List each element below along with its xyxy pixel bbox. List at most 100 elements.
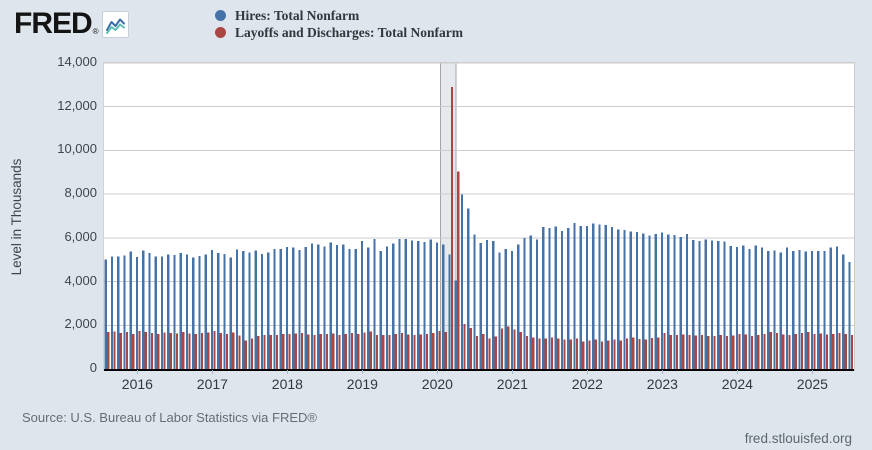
hires-bar[interactable] bbox=[660, 232, 664, 369]
layoffs-bar[interactable] bbox=[694, 335, 697, 369]
layoffs-bar[interactable] bbox=[194, 333, 197, 369]
hires-bar[interactable] bbox=[498, 252, 501, 369]
hires-bar[interactable] bbox=[198, 255, 201, 369]
layoffs-bar[interactable] bbox=[519, 331, 522, 369]
layoffs-bar[interactable] bbox=[719, 335, 722, 369]
layoffs-bar[interactable] bbox=[150, 333, 154, 369]
layoffs-bar[interactable] bbox=[282, 334, 285, 369]
layoffs-bar[interactable] bbox=[557, 338, 560, 369]
layoffs-bar[interactable] bbox=[213, 331, 216, 369]
hires-bar[interactable] bbox=[579, 226, 582, 369]
layoffs-bar[interactable] bbox=[438, 330, 441, 369]
hires-bar[interactable] bbox=[454, 280, 457, 369]
layoffs-bar[interactable] bbox=[269, 334, 272, 369]
layoffs-bar[interactable] bbox=[500, 328, 504, 369]
hires-bar[interactable] bbox=[698, 241, 701, 369]
layoffs-bar[interactable] bbox=[532, 337, 535, 369]
layoffs-bar[interactable] bbox=[475, 336, 479, 369]
hires-bar[interactable] bbox=[479, 243, 482, 369]
layoffs-bar[interactable] bbox=[369, 331, 372, 369]
layoffs-bar[interactable] bbox=[157, 334, 160, 369]
layoffs-bar[interactable] bbox=[188, 333, 191, 369]
layoffs-bar[interactable] bbox=[632, 337, 635, 369]
hires-bar[interactable] bbox=[298, 250, 301, 369]
layoffs-bar[interactable] bbox=[219, 332, 222, 369]
hires-bar[interactable] bbox=[573, 222, 576, 369]
layoffs-bar[interactable] bbox=[350, 332, 354, 369]
fred-site-link[interactable]: fred.stlouisfed.org bbox=[744, 431, 852, 446]
layoffs-bar[interactable] bbox=[263, 335, 266, 369]
layoffs-bar[interactable] bbox=[744, 334, 747, 369]
layoffs-bar[interactable] bbox=[525, 336, 529, 369]
hires-bar[interactable] bbox=[748, 248, 751, 369]
hires-bar[interactable] bbox=[160, 256, 164, 369]
hires-bar[interactable] bbox=[367, 247, 370, 369]
hires-bar[interactable] bbox=[304, 247, 307, 369]
layoffs-bar[interactable] bbox=[288, 334, 291, 369]
layoffs-bar[interactable] bbox=[113, 331, 116, 369]
layoffs-bar[interactable] bbox=[338, 334, 341, 369]
layoffs-bar[interactable] bbox=[457, 171, 460, 369]
hires-bar[interactable] bbox=[323, 246, 326, 369]
layoffs-bar[interactable] bbox=[600, 341, 604, 369]
hires-bar[interactable] bbox=[354, 249, 357, 369]
layoffs-bar[interactable] bbox=[250, 338, 254, 369]
layoffs-bar[interactable] bbox=[819, 333, 822, 369]
layoffs-bar[interactable] bbox=[407, 334, 410, 369]
layoffs-bar[interactable] bbox=[738, 334, 741, 369]
hires-bar[interactable] bbox=[667, 234, 670, 369]
layoffs-bar[interactable] bbox=[325, 333, 329, 369]
hires-bar[interactable] bbox=[648, 235, 651, 369]
layoffs-bar[interactable] bbox=[357, 333, 360, 369]
layoffs-bar[interactable] bbox=[225, 334, 229, 369]
layoffs-bar[interactable] bbox=[800, 332, 804, 369]
hires-bar[interactable] bbox=[173, 254, 176, 369]
hires-bar[interactable] bbox=[692, 240, 695, 369]
layoffs-bar[interactable] bbox=[707, 335, 710, 369]
hires-bar[interactable] bbox=[723, 241, 726, 369]
layoffs-bar[interactable] bbox=[132, 334, 135, 369]
layoffs-bar[interactable] bbox=[582, 341, 585, 369]
hires-bar[interactable] bbox=[117, 256, 120, 369]
layoffs-bar[interactable] bbox=[775, 332, 779, 369]
hires-bar[interactable] bbox=[598, 224, 601, 369]
layoffs-bar[interactable] bbox=[319, 334, 322, 369]
layoffs-bar[interactable] bbox=[638, 338, 641, 369]
layoffs-bar[interactable] bbox=[563, 339, 566, 369]
layoffs-bar[interactable] bbox=[469, 327, 472, 369]
hires-bar[interactable] bbox=[260, 253, 264, 369]
layoffs-bar[interactable] bbox=[182, 331, 185, 369]
hires-bar[interactable] bbox=[842, 254, 845, 369]
layoffs-bar[interactable] bbox=[138, 330, 141, 369]
layoffs-bar[interactable] bbox=[275, 335, 279, 369]
layoffs-bar[interactable] bbox=[432, 332, 435, 369]
hires-bar[interactable] bbox=[135, 257, 139, 369]
hires-bar[interactable] bbox=[392, 243, 395, 369]
layoffs-bar[interactable] bbox=[769, 331, 772, 369]
hires-bar[interactable] bbox=[110, 256, 114, 369]
hires-bar[interactable] bbox=[823, 250, 826, 369]
fred-logo[interactable]: FRED ® bbox=[14, 9, 129, 39]
layoffs-bar[interactable] bbox=[175, 333, 179, 369]
hires-bar[interactable] bbox=[148, 253, 151, 369]
hires-bar[interactable] bbox=[223, 253, 226, 369]
hires-bar[interactable] bbox=[423, 242, 426, 369]
layoffs-bar[interactable] bbox=[669, 334, 672, 369]
hires-bar[interactable] bbox=[567, 227, 570, 369]
layoffs-bar[interactable] bbox=[425, 334, 429, 369]
hires-bar[interactable] bbox=[792, 251, 795, 369]
plot-area[interactable] bbox=[103, 62, 855, 371]
hires-bar[interactable] bbox=[185, 254, 189, 369]
hires-bar[interactable] bbox=[529, 235, 532, 369]
layoffs-bar[interactable] bbox=[375, 334, 379, 369]
layoffs-bar[interactable] bbox=[513, 329, 516, 369]
hires-bar[interactable] bbox=[835, 246, 839, 369]
layoffs-bar[interactable] bbox=[607, 340, 610, 369]
layoffs-bar[interactable] bbox=[575, 338, 579, 369]
hires-bar[interactable] bbox=[385, 246, 389, 369]
hires-bar[interactable] bbox=[604, 224, 607, 369]
hires-bar[interactable] bbox=[235, 249, 239, 369]
hires-bar[interactable] bbox=[673, 235, 676, 369]
layoffs-bar[interactable] bbox=[838, 332, 841, 369]
layoffs-bar[interactable] bbox=[294, 333, 297, 369]
